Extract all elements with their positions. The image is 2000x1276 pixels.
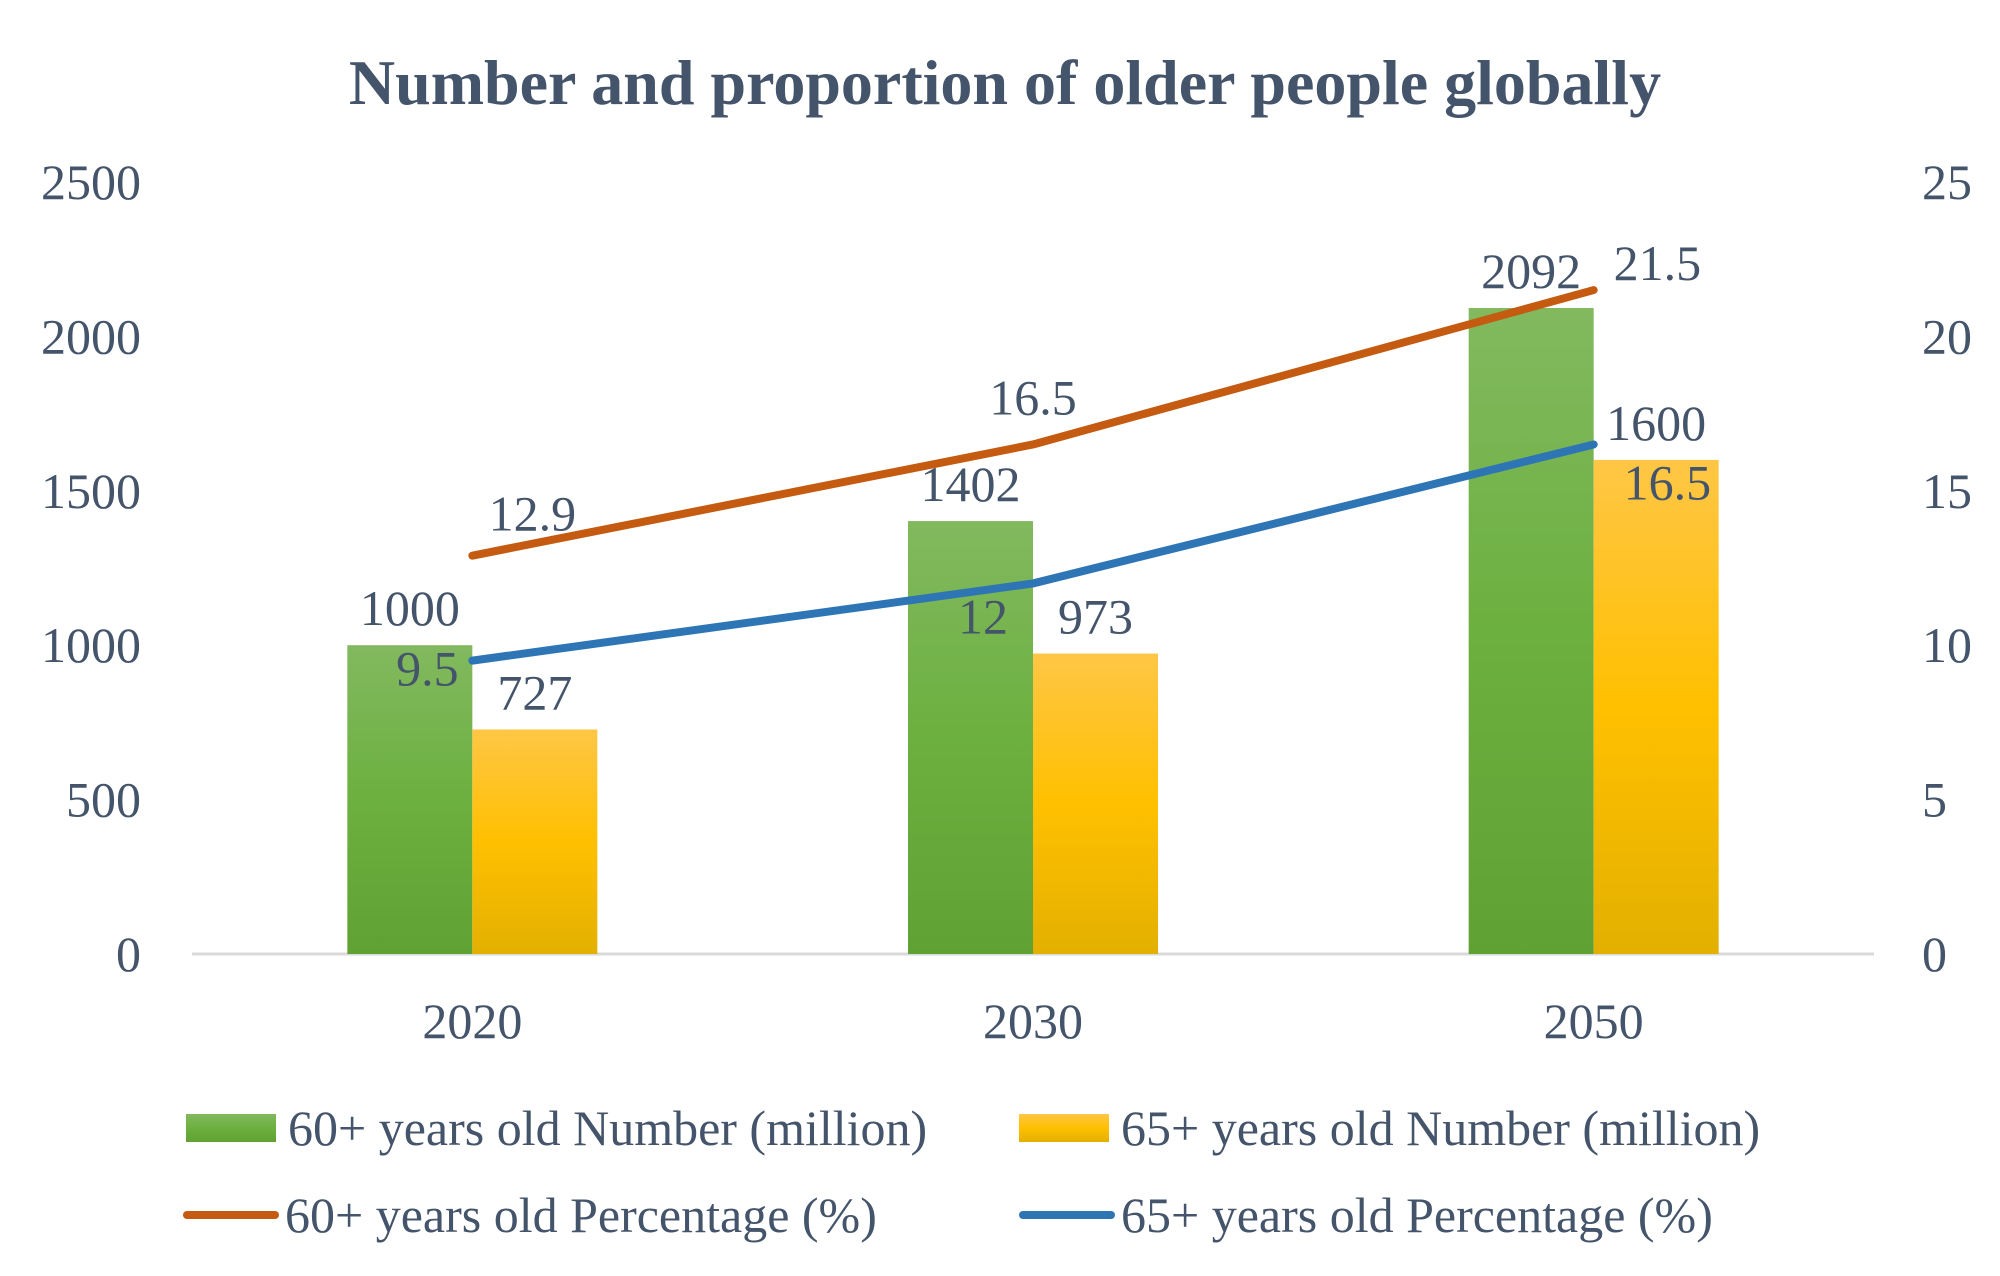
- bar-data-label: 1600: [1606, 395, 1706, 451]
- x-tick-label: 2050: [1544, 993, 1644, 1049]
- line-sixty-five-plus-percentage: [468, 440, 1598, 665]
- left-y-tick-label: 2500: [41, 154, 141, 210]
- right-y-tick-label: 0: [1922, 926, 1947, 982]
- bar-data-label: 1402: [921, 456, 1021, 512]
- legend-swatch: [186, 1114, 276, 1142]
- legend-label: 65+ years old Number (million): [1121, 1100, 1760, 1156]
- legend-label: 60+ years old Number (million): [288, 1100, 927, 1156]
- bar-sixty-plus-number: [1468, 307, 1594, 955]
- right-y-tick-label: 5: [1922, 772, 1947, 828]
- line-data-label: 21.5: [1614, 235, 1702, 291]
- line-data-label: 12: [958, 588, 1008, 644]
- left-y-tick-label: 1000: [41, 617, 141, 673]
- bar-sixty-plus-number: [347, 645, 473, 954]
- line-data-label: 9.5: [396, 641, 459, 697]
- left-y-tick-label: 2000: [41, 308, 141, 364]
- x-tick-label: 2020: [422, 993, 522, 1049]
- x-tick-label: 2030: [983, 993, 1083, 1049]
- line-sixty-plus-percentage: [468, 286, 1598, 560]
- bar-data-label: 973: [1058, 589, 1133, 645]
- bar-sixty-five-plus-number: [1593, 459, 1719, 954]
- left-y-tick-label: 1500: [41, 463, 141, 519]
- chart-title: Number and proportion of older people gl…: [349, 47, 1661, 118]
- bar-data-label: 727: [497, 665, 572, 721]
- bar-data-label: 2092: [1481, 243, 1581, 299]
- bar-data-label: 1000: [360, 580, 460, 636]
- legend: 60+ years old Number (million) 65+ years …: [183, 1100, 1760, 1243]
- bar-sixty-five-plus-number: [1033, 653, 1158, 954]
- legend-label: 65+ years old Percentage (%): [1121, 1187, 1713, 1243]
- legend-label: 60+ years old Percentage (%): [285, 1187, 877, 1243]
- line-data-label: 16.5: [989, 369, 1077, 425]
- left-y-tick-label: 0: [116, 926, 141, 982]
- right-y-tick-label: 10: [1922, 617, 1972, 673]
- line-data-label: 16.5: [1624, 454, 1712, 510]
- bar-sixty-five-plus-number: [472, 729, 598, 954]
- right-y-tick-label: 25: [1922, 154, 1972, 210]
- right-y-tick-label: 15: [1922, 463, 1972, 519]
- right-y-tick-label: 20: [1922, 308, 1972, 364]
- legend-swatch: [1019, 1114, 1109, 1142]
- left-y-tick-label: 500: [66, 772, 141, 828]
- line-data-label: 12.9: [489, 486, 577, 542]
